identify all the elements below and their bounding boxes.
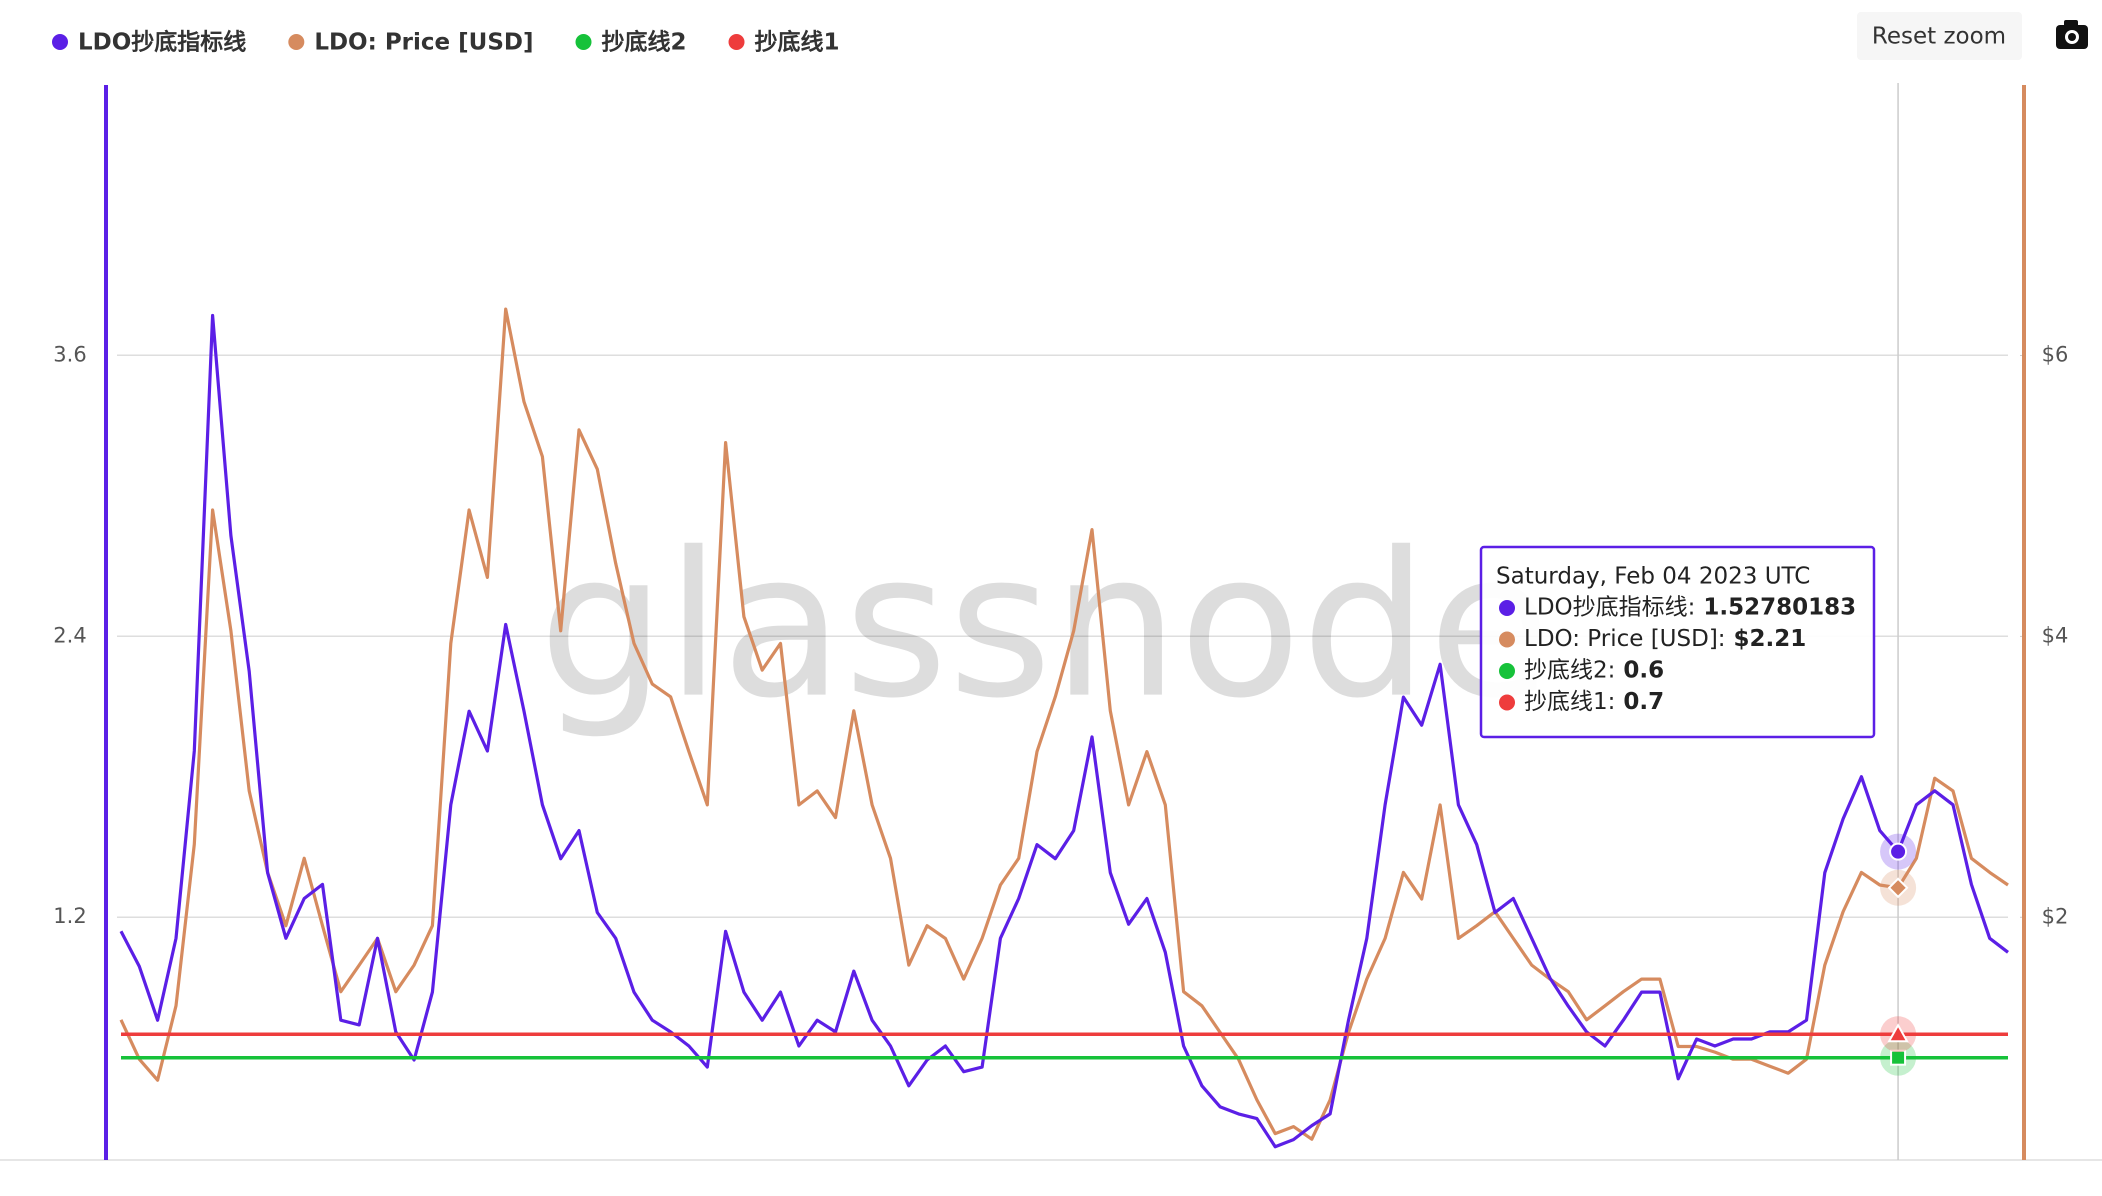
tooltip-name: 抄底线1:	[1524, 689, 1615, 715]
legend-label: LDO: Price [USD]	[314, 30, 533, 56]
hover-marker	[1889, 842, 1908, 861]
tooltip: Saturday, Feb 04 2023 UTC LDO抄底指标线: 1.5278…	[1479, 545, 1876, 739]
hover-marker	[1887, 877, 1909, 899]
camera-icon[interactable]	[2056, 20, 2088, 49]
tooltip-bullet	[1499, 694, 1515, 711]
button-bg[interactable]	[1857, 12, 2022, 60]
legend-swatch	[575, 34, 592, 50]
tooltip-value: 0.6	[1623, 658, 1664, 684]
y2-tick-label: $4	[2042, 623, 2069, 647]
tooltip-bullet	[1499, 600, 1515, 616]
legend-label: 抄底线2	[602, 29, 687, 56]
button-label[interactable]: Reset zoom	[1872, 24, 2006, 50]
series-line	[119, 313, 2009, 1149]
hover-marker	[1890, 1049, 1907, 1066]
legend-swatch	[288, 34, 305, 50]
tooltip-value: 0.7	[1623, 689, 1664, 715]
y2-tick-label: $2	[2042, 904, 2069, 928]
legend-label: 抄底线1	[755, 29, 840, 56]
tooltip-name: LDO: Price [USD]:	[1524, 626, 1726, 652]
y-tick-label: 3.6	[53, 342, 86, 366]
watermark: glassnode	[539, 510, 1552, 743]
tooltip-value: $2.21	[1734, 626, 1807, 652]
tooltip-name: 抄底线2:	[1524, 658, 1615, 684]
camera-lens-inner[interactable]	[2068, 33, 2076, 41]
y2-tick-label: $6	[2042, 342, 2069, 366]
legend-label: LDO抄底指标线	[78, 29, 246, 56]
tooltip-name: LDO抄底指标线:	[1524, 595, 1695, 621]
tooltip-box	[1479, 545, 1876, 739]
hover-marker	[1887, 1023, 1909, 1043]
tooltip-bullet	[1499, 631, 1515, 648]
camera-top[interactable]	[2064, 20, 2078, 27]
legend-swatch	[52, 34, 68, 50]
tooltip-title: Saturday, Feb 04 2023 UTC	[1496, 564, 1810, 590]
reset-zoom-button[interactable]: Reset zoom	[1857, 12, 2022, 60]
tooltip-value: 1.52780183	[1703, 595, 1856, 621]
legend-swatch	[728, 34, 745, 50]
y-tick-label: 2.4	[53, 623, 86, 647]
y-tick-label: 1.2	[53, 904, 86, 928]
tooltip-bullet	[1499, 663, 1515, 679]
